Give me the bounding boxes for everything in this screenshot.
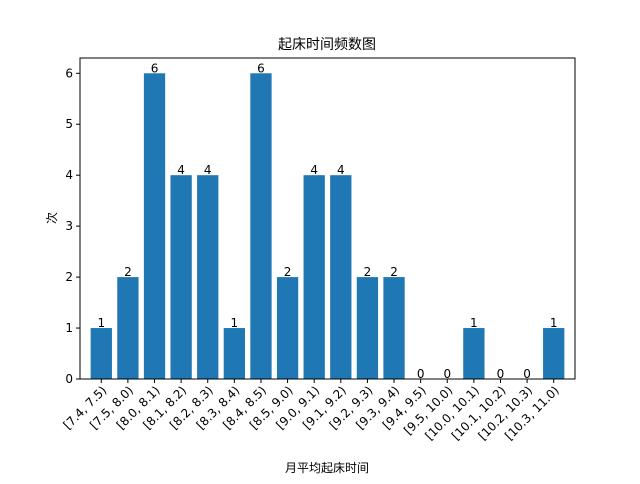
- bar: [143, 73, 166, 379]
- bar: [543, 328, 565, 379]
- bar-value-label: 0: [417, 367, 425, 381]
- bar: [303, 175, 325, 379]
- bar-value-label: 2: [124, 265, 132, 279]
- bar-value-label: 1: [470, 316, 478, 330]
- bar-value-label: 1: [231, 316, 239, 330]
- bar: [356, 277, 379, 379]
- bar-value-label: 0: [443, 367, 451, 381]
- y-axis-title: 次: [45, 212, 59, 224]
- bar-value-label: 6: [257, 61, 265, 75]
- plot-area: 1[7.4, 7.5)2[7.5, 8.0)6[8.0, 8.1)4[8.1, …: [60, 57, 576, 443]
- bar-value-label: 0: [523, 367, 531, 381]
- plot-frame: [79, 57, 576, 380]
- bar: [117, 277, 139, 379]
- bar-value-label: 4: [337, 163, 345, 177]
- y-tick-label: 1: [65, 321, 73, 335]
- bar: [197, 175, 219, 379]
- x-axis-title: 月平均起床时间: [285, 461, 369, 475]
- bar: [250, 73, 272, 379]
- bar-value-label: 2: [390, 265, 398, 279]
- bar-value-label: 4: [204, 163, 212, 177]
- bar-value-label: 6: [151, 61, 159, 75]
- y-tick-label: 3: [65, 219, 73, 233]
- y-tick-label: 0: [65, 372, 73, 386]
- bar: [463, 328, 485, 379]
- bar-value-label: 4: [177, 163, 185, 177]
- bar: [276, 277, 299, 379]
- bar: [330, 175, 352, 379]
- bar-value-label: 1: [550, 316, 558, 330]
- bar-value-label: 0: [497, 367, 505, 381]
- y-tick-label: 5: [65, 117, 73, 131]
- bar-value-label: 1: [97, 316, 105, 330]
- chart-title: 起床时间频数图: [278, 37, 376, 53]
- bar-value-label: 2: [284, 265, 292, 279]
- y-tick-label: 4: [65, 168, 73, 182]
- bar: [90, 328, 112, 379]
- y-tick-label: 2: [65, 270, 73, 284]
- bar: [223, 328, 245, 379]
- bar-value-label: 4: [310, 163, 318, 177]
- bar-value-label: 2: [364, 265, 372, 279]
- bar: [383, 277, 405, 379]
- y-tick-label: 6: [65, 66, 73, 80]
- bar: [170, 175, 192, 379]
